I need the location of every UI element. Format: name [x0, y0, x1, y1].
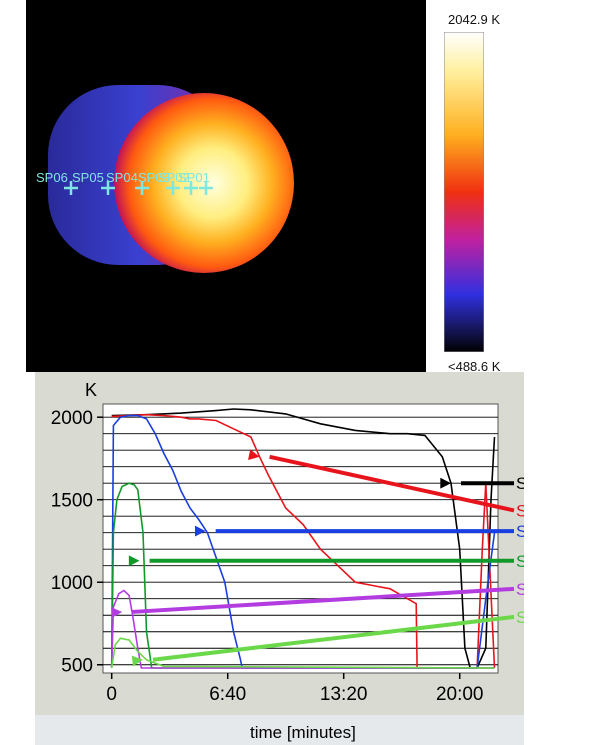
y-axis-label: K [85, 380, 97, 400]
y-tick-label: 1000 [51, 573, 93, 594]
spot-marker-sp04 [135, 181, 149, 195]
legend-arrow-sp02 [269, 454, 515, 513]
spot-marker-sp03 [166, 181, 180, 195]
spot-label-sp03: SP03 [138, 170, 170, 185]
y-tick-label: 500 [61, 656, 93, 677]
legend-arrowhead-sp04 [128, 555, 140, 567]
series-line-sp03 [110, 414, 496, 669]
spot-marker-sp05 [101, 181, 115, 195]
spot-label-sp05: SP05 [72, 170, 104, 185]
legend-arrow-sp06 [152, 614, 515, 662]
legend-label-sp06: SP06 [516, 608, 524, 627]
x-tick-label: 20:00 [436, 684, 484, 705]
x-axis-label: time [minutes] [250, 723, 356, 742]
series-line-sp06 [110, 637, 495, 669]
x-tick-label: 6:40 [209, 684, 246, 705]
hot-region-shape [114, 93, 294, 273]
legend-arrowhead-sp06 [131, 655, 144, 667]
legend-arrowhead-sp02 [248, 449, 260, 460]
y-tick-label: 1500 [51, 491, 93, 512]
legend-arrowhead-sp03 [194, 525, 206, 537]
x-tick-label: 0 [106, 684, 117, 705]
spot-label-sp06: SP06 [36, 170, 68, 185]
spot-label-sp04: SP04 [106, 170, 138, 185]
temperature-chart: 500 1000 1500 2000 0 6:40 13:20 20:00 SP01 SP02… [35, 372, 524, 745]
plot-area [102, 403, 499, 674]
legend-arrows: SP01 SP02 SP03 SP04 SP05 SP06 [111, 449, 524, 667]
y-tick-label: 2000 [51, 408, 93, 429]
legend-label-sp04: SP04 [516, 552, 524, 571]
spot-label-sp02: SP02 [158, 170, 190, 185]
legend-label-sp05: SP05 [516, 580, 524, 599]
legend-arrowhead-sp05 [111, 607, 123, 618]
x-tick-label: 13:20 [320, 684, 368, 705]
legend-arrowhead-sp01 [440, 477, 452, 489]
series-line-sp04 [110, 482, 495, 669]
colorbar-min-label: <488.6 K [448, 359, 501, 374]
x-axis: 0 6:40 13:20 20:00 [106, 673, 483, 705]
spot-marker-sp02 [184, 181, 198, 195]
legend-label-sp03: SP03 [516, 522, 524, 541]
spot-marker-sp01 [199, 181, 213, 195]
legend-arrow-sp05 [132, 586, 515, 614]
colorbar-gradient [444, 32, 484, 352]
colorbar: 2042.9 K <488.6 K [436, 0, 611, 380]
legend-label-sp01: SP01 [516, 474, 524, 493]
legend-label-sp02: SP02 [516, 501, 524, 520]
y-axis: 500 1000 1500 2000 [51, 408, 103, 677]
spot-marker-sp06 [64, 181, 78, 195]
colorbar-max-label: 2042.9 K [448, 12, 501, 27]
spot-label-sp01: SP01 [178, 170, 210, 185]
